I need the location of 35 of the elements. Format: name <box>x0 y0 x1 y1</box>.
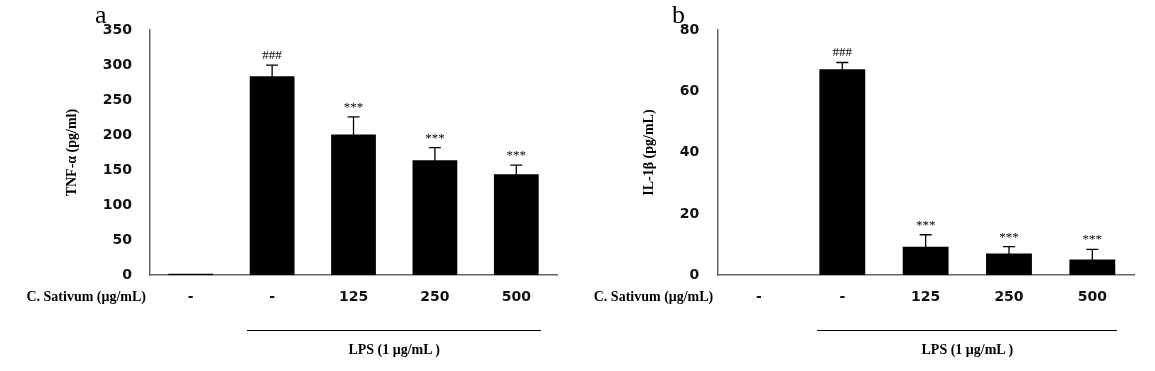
y-tick-label: 150 <box>102 160 133 177</box>
y-tick-label: 0 <box>122 265 133 282</box>
y-axis-title: IL-1β (pg/mL) <box>641 109 658 196</box>
x-axis-title: LPS (1 μg/mL ) <box>348 342 440 358</box>
y-tick-label: 0 <box>689 265 700 282</box>
annotation: ### <box>262 46 283 62</box>
annotation: *** <box>343 98 364 114</box>
x-tick-label: 250 <box>994 288 1024 305</box>
x-tick-label: - <box>269 288 276 305</box>
y-tick-label: 40 <box>679 143 700 160</box>
y-tick-label: 20 <box>679 204 700 221</box>
x-tick-label: 125 <box>911 288 941 305</box>
x-tick-label: 500 <box>1077 288 1108 305</box>
text: C. Sativum (μg/mL) <box>593 288 714 305</box>
annotation: *** <box>915 216 936 232</box>
x-tick-label: - <box>839 288 846 305</box>
x-axis-title: LPS (1 μg/mL ) <box>921 342 1014 358</box>
annotation: *** <box>506 147 527 163</box>
y-tick-label: 300 <box>102 55 133 72</box>
annotation: *** <box>999 228 1019 244</box>
y-tick-label: 50 <box>112 230 133 247</box>
y-axis-title: TNF-α (pg/ml) <box>64 108 81 197</box>
text: C. Sativum (μg/mL) <box>26 288 147 305</box>
annotation: *** <box>425 129 445 145</box>
x-tick-label: 125 <box>338 288 369 305</box>
x-tick-label: - <box>187 288 194 305</box>
x-tick-label: 250 <box>420 288 450 305</box>
y-tick-label: 200 <box>102 125 133 142</box>
annotation: *** <box>1082 231 1103 247</box>
y-tick-label: 250 <box>102 90 133 107</box>
x-tick-label: 500 <box>501 288 532 305</box>
x-tick-label: - <box>756 288 763 305</box>
y-tick-label: 60 <box>679 81 700 98</box>
annotation: ### <box>832 44 853 60</box>
y-tick-label: 100 <box>102 195 133 212</box>
